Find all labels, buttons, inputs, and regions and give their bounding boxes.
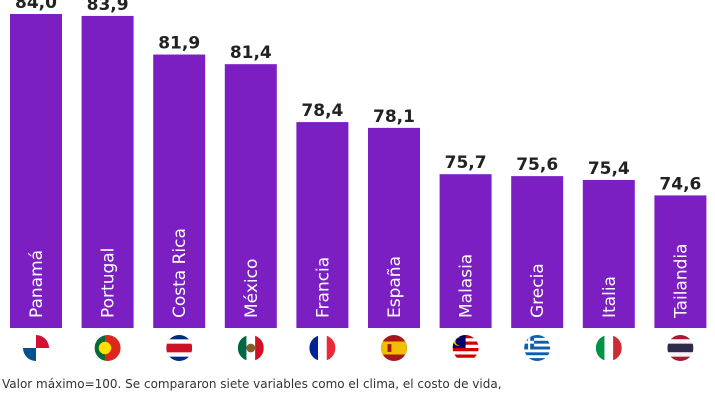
category-label: Italia [600, 276, 620, 318]
category-label: Panamá [27, 250, 47, 318]
value-label: 84,0 [15, 0, 57, 13]
value-label: 75,7 [445, 153, 487, 173]
category-label: México [242, 259, 262, 318]
bar [81, 15, 134, 329]
footnote: Valor máximo=100. Se compararon siete va… [2, 377, 502, 391]
category-label: Portugal [99, 248, 119, 318]
value-labels: 84,0 83,9 81,9 81,4 78,4 78,1 75,7 75,6 75,4 74,6 [15, 0, 701, 194]
bar [654, 195, 707, 328]
bar [224, 64, 277, 329]
costa-rica-flag-icon [166, 335, 193, 361]
value-label: 81,4 [230, 43, 272, 63]
value-label: 78,1 [373, 107, 415, 127]
value-label: 83,9 [87, 0, 129, 15]
malaysia-flag-icon [452, 335, 479, 361]
value-label: 75,6 [516, 155, 558, 175]
bar [153, 54, 206, 328]
spain-flag-icon [381, 335, 407, 361]
value-label: 75,4 [588, 159, 630, 179]
category-label: Grecia [528, 263, 548, 318]
category-label: Malasia [457, 254, 477, 318]
value-label: 74,6 [659, 174, 701, 194]
bar-chart: 84,0 83,9 81,9 81,4 78,4 78,1 75,7 75,6 75,4 74,6… [10, 0, 707, 361]
category-label: Francia [313, 257, 333, 318]
category-label: España [385, 256, 405, 318]
portugal-flag-icon [94, 335, 121, 361]
thailand-flag-icon [667, 335, 694, 361]
bars [10, 14, 707, 329]
bar [582, 179, 635, 328]
category-label: Costa Rica [170, 228, 190, 318]
flags [23, 335, 694, 361]
category-labels: Panamá Portugal Costa Rica México Francia Esp… [27, 228, 691, 319]
bar [439, 174, 492, 328]
italy-flag-icon [595, 335, 622, 361]
bar [511, 176, 564, 328]
panama-flag-icon [23, 335, 49, 361]
value-label: 78,4 [301, 101, 343, 121]
bar [10, 14, 62, 328]
france-flag-icon [309, 335, 336, 361]
bar [368, 127, 420, 329]
value-label: 81,9 [158, 34, 200, 54]
category-label: Tailandia [671, 243, 691, 319]
bar [296, 122, 349, 328]
mexico-flag-icon [237, 335, 264, 361]
greece-flag-icon [524, 335, 551, 361]
